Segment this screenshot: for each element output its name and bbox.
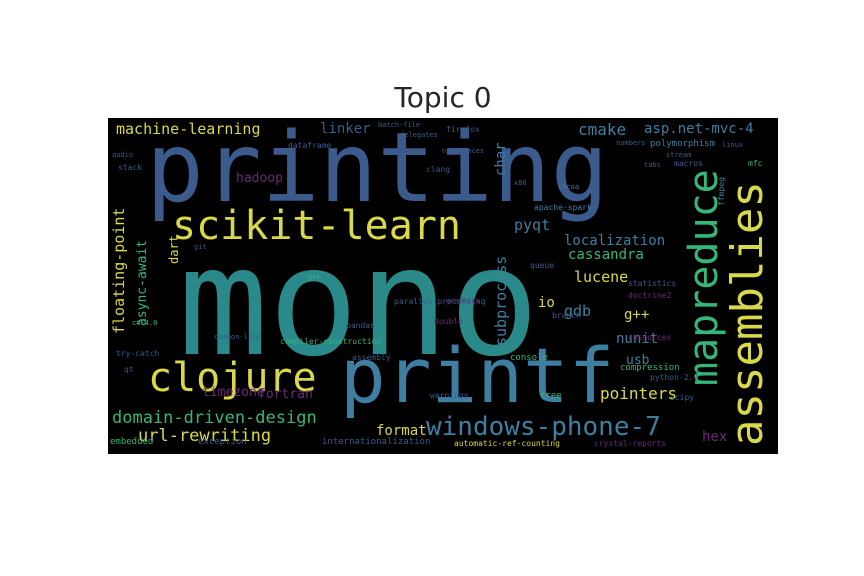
cloud-word: scipy — [670, 393, 695, 402]
cloud-word: mfc — [748, 159, 763, 168]
cloud-word: console — [510, 353, 548, 363]
cloud-word: apache-spark — [534, 203, 592, 212]
cloud-word: tree — [540, 391, 562, 401]
cloud-word: assemblies — [722, 181, 773, 446]
cloud-word: stream — [666, 151, 692, 159]
cloud-word: queue — [530, 261, 555, 270]
cloud-word: batch-file — [378, 121, 421, 129]
cloud-word: windows-phone-7 — [426, 412, 661, 442]
cloud-word: exception — [198, 437, 247, 447]
cloud-word: x86 — [514, 179, 527, 187]
cloud-word: linux — [722, 141, 744, 149]
cloud-word: dart — [167, 235, 181, 264]
cloud-word: double — [434, 317, 463, 326]
cloud-word: parallel-processing — [394, 297, 486, 306]
cloud-word: io — [538, 295, 555, 311]
cloud-word: graphics — [446, 297, 480, 305]
cloud-word: pandas — [346, 321, 375, 330]
cloud-word: subprocess — [492, 255, 510, 346]
cloud-word: floating-point — [110, 207, 128, 334]
cloud-word: char — [493, 142, 509, 176]
cloud-word: g++ — [624, 307, 650, 323]
cloud-word: asp.net-mvc-4 — [644, 121, 754, 137]
cloud-word: dataframe — [288, 141, 332, 150]
cloud-word: macros — [674, 159, 703, 168]
cloud-word: doctrine2 — [628, 291, 672, 300]
cloud-word: automatic-ref-counting — [454, 439, 560, 448]
cloud-word: qt — [124, 365, 134, 374]
cloud-word: cocoa — [558, 183, 580, 191]
cloud-word: fortran — [258, 387, 313, 402]
cloud-word: tabs — [644, 161, 661, 169]
cloud-word: stack — [118, 163, 143, 172]
cloud-word: nunit — [616, 331, 659, 347]
cloud-word: numbers — [616, 139, 646, 147]
cloud-word: printing — [146, 118, 609, 224]
cloud-word: ffmpeg — [717, 177, 726, 206]
cloud-word: assembly — [352, 353, 391, 362]
cloud-word: cassandra — [568, 247, 644, 263]
cloud-word: format — [376, 423, 427, 439]
cloud-word: timezone — [202, 385, 265, 400]
cloud-word: statistics — [628, 279, 677, 288]
cloud-word: audio — [112, 151, 134, 159]
cloud-word: machine-learning — [116, 120, 261, 138]
cloud-word: git — [194, 243, 207, 251]
cloud-word: localization — [564, 233, 666, 249]
cloud-word: polymorphism — [650, 139, 716, 149]
cloud-word: hadoop — [236, 171, 283, 186]
cloud-word: compression — [620, 363, 680, 373]
cloud-word: warnings — [430, 391, 469, 400]
cloud-word: delegates — [400, 131, 438, 139]
cloud-word: try-catch — [116, 349, 160, 358]
cloud-word: printf — [340, 331, 615, 420]
cloud-word: branch — [552, 311, 581, 320]
word-cloud: mono printing printf scikit-learn assemb… — [108, 118, 778, 454]
cloud-word: lucene — [574, 268, 629, 286]
cloud-word: namespaces — [442, 147, 485, 155]
cloud-word: mono — [178, 216, 540, 390]
cloud-word: clang — [426, 165, 451, 174]
cloud-word: internationalization — [322, 437, 431, 447]
cloud-word: pointers — [600, 384, 678, 403]
page-title: Topic 0 — [394, 81, 492, 114]
cloud-word: async-await — [135, 239, 150, 326]
cloud-word: crystal-reports — [594, 439, 667, 448]
cloud-word: url-rewriting — [138, 426, 272, 446]
cloud-word: pyqt — [514, 216, 551, 234]
cloud-word: gdb — [564, 302, 592, 320]
cloud-word: clojure — [148, 355, 317, 401]
cloud-word: common-lisp — [214, 333, 261, 341]
cloud-word: usb — [626, 353, 650, 368]
cloud-word: domain-driven-design — [112, 408, 317, 428]
cloud-word: hex — [702, 429, 728, 445]
cloud-word: c#-4.0 — [132, 319, 158, 327]
cloud-word: embedded — [110, 437, 154, 447]
cloud-word: scikit-learn — [172, 203, 461, 249]
cloud-word: resources — [628, 333, 672, 342]
cloud-word: python-2.7 — [650, 373, 699, 382]
cloud-word: linker — [320, 121, 371, 137]
cloud-word: g++ — [308, 273, 321, 281]
cloud-word: firefox — [446, 125, 480, 134]
cloud-word: compiler-construction — [280, 337, 382, 346]
cloud-word: cmake — [578, 120, 627, 139]
